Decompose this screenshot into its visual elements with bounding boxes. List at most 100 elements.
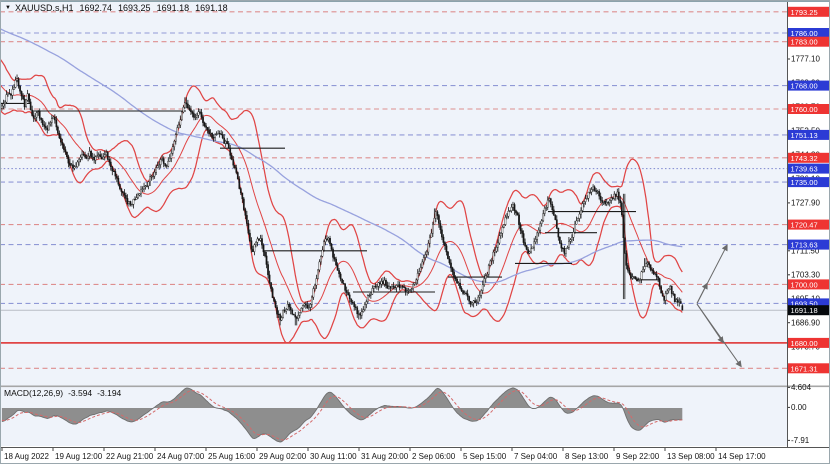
candle-body [575,220,578,225]
candle-body [311,296,313,305]
symbol-timeframe: XAUUSD.s,H1 [14,3,74,13]
candle-body [13,87,15,90]
candle-body [569,239,572,242]
candle-body [371,288,374,295]
candle-body [326,238,328,241]
candle-body [456,278,458,284]
candle-body [616,191,619,197]
candle-body [439,223,442,230]
price-tick-label: 1727.90 [791,199,820,208]
main-pane-background[interactable] [0,0,787,386]
candle-body [232,159,235,166]
candle-body [383,280,386,285]
candle-body [448,258,451,264]
candle-body [256,238,259,243]
candle-body [298,312,301,316]
projection-arrow[interactable] [696,244,728,304]
time-axis-label: 22 Aug 21:00 [106,452,154,461]
candle-body [122,191,124,193]
candle-body [103,154,106,158]
candle-body [138,193,141,196]
candle-body [40,117,43,121]
candle-body [91,156,94,159]
price-badge-1768.00-label: 1768.00 [791,82,818,91]
candle-body [321,249,324,257]
candle-body [161,158,164,160]
candle-body [655,274,658,277]
time-axis[interactable]: 18 Aug 2022 19 Aug 12:00 22 Aug 21:00 24 Au… [1,448,766,461]
candle-body [416,273,419,281]
candle-body [79,156,82,160]
candle-body [642,269,644,272]
candle-body [581,203,584,211]
candle-body [49,122,52,125]
chevron-down-icon[interactable]: ▼ [5,5,11,11]
candle-body [37,111,40,113]
candle-body [60,137,62,143]
price-badge-1700.00 [788,279,830,290]
candle-body [490,260,493,262]
candle-body [463,292,466,294]
macd-scale-label: -7.91 [791,436,810,445]
candle-body [174,134,177,142]
price-badge-1735.00-label: 1735.00 [791,178,818,187]
candle-body [394,286,396,288]
candle-body [106,152,109,160]
candle-body [164,163,167,166]
candle-body [447,251,449,259]
candle-body [19,85,21,92]
candle-body [630,273,632,279]
candle-body [17,78,20,87]
price-badge-1751.13-label: 1751.13 [791,131,818,140]
candle-body [233,164,236,168]
pane-splitter[interactable] [0,385,830,388]
candle-body [78,159,80,163]
projection-arrows [696,244,742,368]
candle-body [560,242,563,249]
candle-body [454,276,457,280]
candle-body [268,274,271,283]
candle-body [90,150,92,158]
candle-body [565,248,567,254]
candle-body [471,302,473,305]
candle-body [318,261,321,271]
candle-body [57,126,59,134]
candle-body [75,166,77,168]
candle-body [184,102,186,108]
candle-body [97,154,100,156]
candle-body [35,112,38,118]
candle-body [255,242,257,246]
candle-body [518,214,520,225]
candle-body [459,282,461,289]
ohlc-low: 1691.18 [156,3,190,13]
candle-body [530,248,532,253]
candle-body [559,236,561,244]
candle-body [247,223,250,234]
bollinger-middle-line [0,84,683,313]
candle-body [177,124,180,128]
candle-body [223,137,226,144]
candle-body [466,293,469,297]
candle-body [495,247,498,252]
candle-body [102,156,105,160]
projection-arrow[interactable] [696,303,742,368]
candle-body [643,266,646,270]
candle-body [460,288,463,292]
candle-body [483,278,486,286]
candle-body [67,156,70,164]
candle-body [469,301,472,305]
candle-body [114,171,117,177]
candle-body [498,235,501,244]
price-scale[interactable]: 1777.101768.901760.701752.501744.301736.… [788,6,830,445]
candle-body [620,202,623,216]
candle-body [152,175,154,178]
candle-body [341,278,343,284]
candle-body [598,191,601,197]
candle-body [205,125,207,128]
candle-body [224,141,227,144]
candle-body [304,303,307,306]
candle-body [338,270,340,275]
candle-body [227,143,230,149]
candle-body [69,162,71,166]
